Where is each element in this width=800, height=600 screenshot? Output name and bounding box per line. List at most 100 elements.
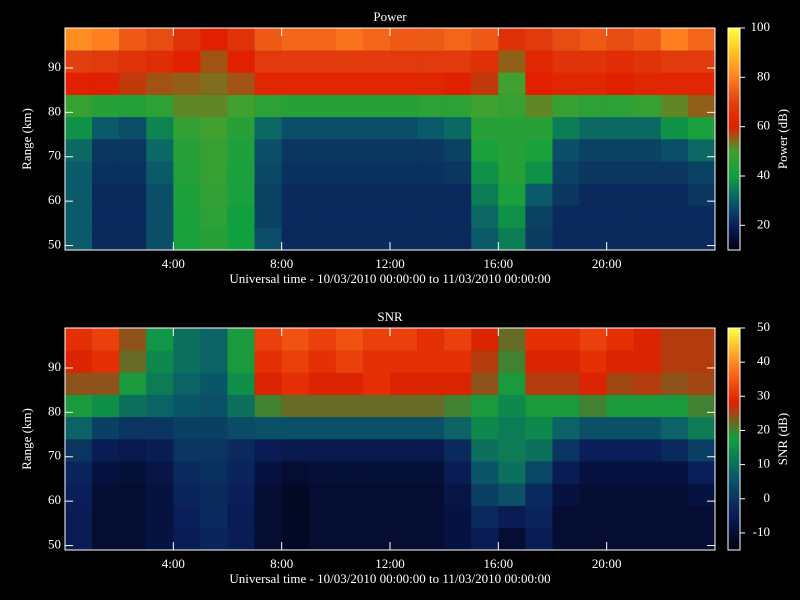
heatmap-cell [65, 394, 93, 418]
heatmap-cell [281, 50, 310, 73]
heatmap-cell [606, 116, 635, 140]
heatmap-cell [444, 28, 472, 51]
heatmap-cell [660, 139, 689, 162]
heatmap-cell [200, 94, 228, 118]
heatmap-cell [254, 372, 282, 395]
heatmap-cell [281, 183, 310, 206]
heatmap-cell [65, 227, 93, 251]
heatmap-cell [687, 394, 716, 418]
heatmap-cell [471, 205, 499, 229]
colorbar [727, 27, 741, 251]
heatmap-cell [525, 72, 553, 95]
heatmap-cell [308, 227, 337, 251]
heatmap-cell [362, 116, 391, 140]
heatmap-cell [173, 483, 201, 506]
heatmap-cell [471, 28, 499, 51]
heatmap-cell [552, 72, 580, 95]
x-tick-label: 16:00 [484, 256, 514, 271]
heatmap-cell [606, 161, 635, 184]
heatmap-cell [200, 372, 228, 395]
heatmap-cell [660, 350, 689, 373]
x-tick-label: 12:00 [375, 256, 405, 271]
heatmap-cell [525, 139, 553, 162]
heatmap-cell [444, 50, 472, 73]
heatmap-cell [498, 328, 526, 351]
heatmap-cell [335, 350, 364, 373]
heatmap-cell [471, 527, 499, 551]
heatmap-cell [552, 227, 580, 251]
colorbar-label: Power (dB) [775, 109, 790, 169]
heatmap-cell [606, 72, 635, 95]
heatmap-cell [579, 416, 607, 440]
heatmap-cell [281, 161, 310, 184]
heatmap-cell [173, 328, 201, 351]
heatmap-cell [281, 461, 310, 484]
heatmap-cell [92, 350, 120, 373]
heatmap-cell [200, 161, 228, 184]
heatmap-cell [65, 50, 93, 73]
heatmap-cell [200, 527, 228, 551]
heatmap-cell [362, 28, 391, 51]
heatmap-cell [65, 139, 93, 162]
heatmap-cell [660, 372, 689, 395]
heatmap-cell [687, 116, 716, 140]
heatmap-cell [254, 139, 282, 162]
chart-title: Power [373, 9, 407, 24]
heatmap-cell [390, 394, 418, 418]
heatmap-cell [471, 372, 499, 395]
heatmap-cell [579, 372, 607, 395]
heatmap-cell [687, 527, 716, 551]
heatmap-cell [498, 50, 526, 73]
heatmap-cell [92, 50, 120, 73]
heatmap-cell [417, 328, 445, 351]
heatmap-cell [119, 461, 147, 484]
heatmap-cell [498, 394, 526, 418]
heatmap-cell [362, 416, 391, 440]
heatmap-cell [146, 372, 174, 395]
heatmap-cell [335, 416, 364, 440]
heatmap-cell [200, 50, 228, 73]
heatmap-cell [335, 116, 364, 140]
heatmap-cell [254, 72, 282, 95]
heatmap-cell [335, 439, 364, 462]
heatmap-cell [281, 527, 310, 551]
heatmap-cell [552, 183, 580, 206]
heatmap-cell [687, 72, 716, 95]
heatmap-cell [579, 139, 607, 162]
heatmap-cell [498, 372, 526, 395]
heatmap-cell [471, 483, 499, 506]
heatmap-cell [498, 461, 526, 484]
heatmap-cell [390, 416, 418, 440]
heatmap-cell [633, 116, 662, 140]
y-tick-label: 60 [48, 192, 61, 207]
heatmap-cell [254, 439, 282, 462]
heatmap-cell [417, 372, 445, 395]
heatmap-cell [200, 416, 228, 440]
heatmap-cell [173, 527, 201, 551]
heatmap-cell [687, 227, 716, 251]
heatmap-cell [552, 94, 580, 118]
heatmap-cell [633, 205, 662, 229]
heatmap-cell [362, 205, 391, 229]
heatmap-cell [92, 461, 120, 484]
heatmap-cell [660, 205, 689, 229]
heatmap-cell [335, 139, 364, 162]
heatmap-cell [92, 394, 120, 418]
heatmap-cell [146, 461, 174, 484]
heatmap-cell [633, 527, 662, 551]
heatmap-cell [606, 50, 635, 73]
heatmap-cell [362, 439, 391, 462]
heatmap-cell [227, 372, 255, 395]
heatmap-cell [146, 116, 174, 140]
heatmap-cell [552, 328, 580, 351]
heatmap-cell [281, 350, 310, 373]
heatmap-cell [119, 439, 147, 462]
heatmap-cell [579, 527, 607, 551]
heatmap-cell [687, 439, 716, 462]
heatmap-cell [498, 350, 526, 373]
heatmap-cell [227, 50, 255, 73]
heatmap-cell [525, 116, 553, 140]
heatmap-cell [660, 483, 689, 506]
heatmap-cell [633, 183, 662, 206]
heatmap-cell [281, 505, 310, 529]
